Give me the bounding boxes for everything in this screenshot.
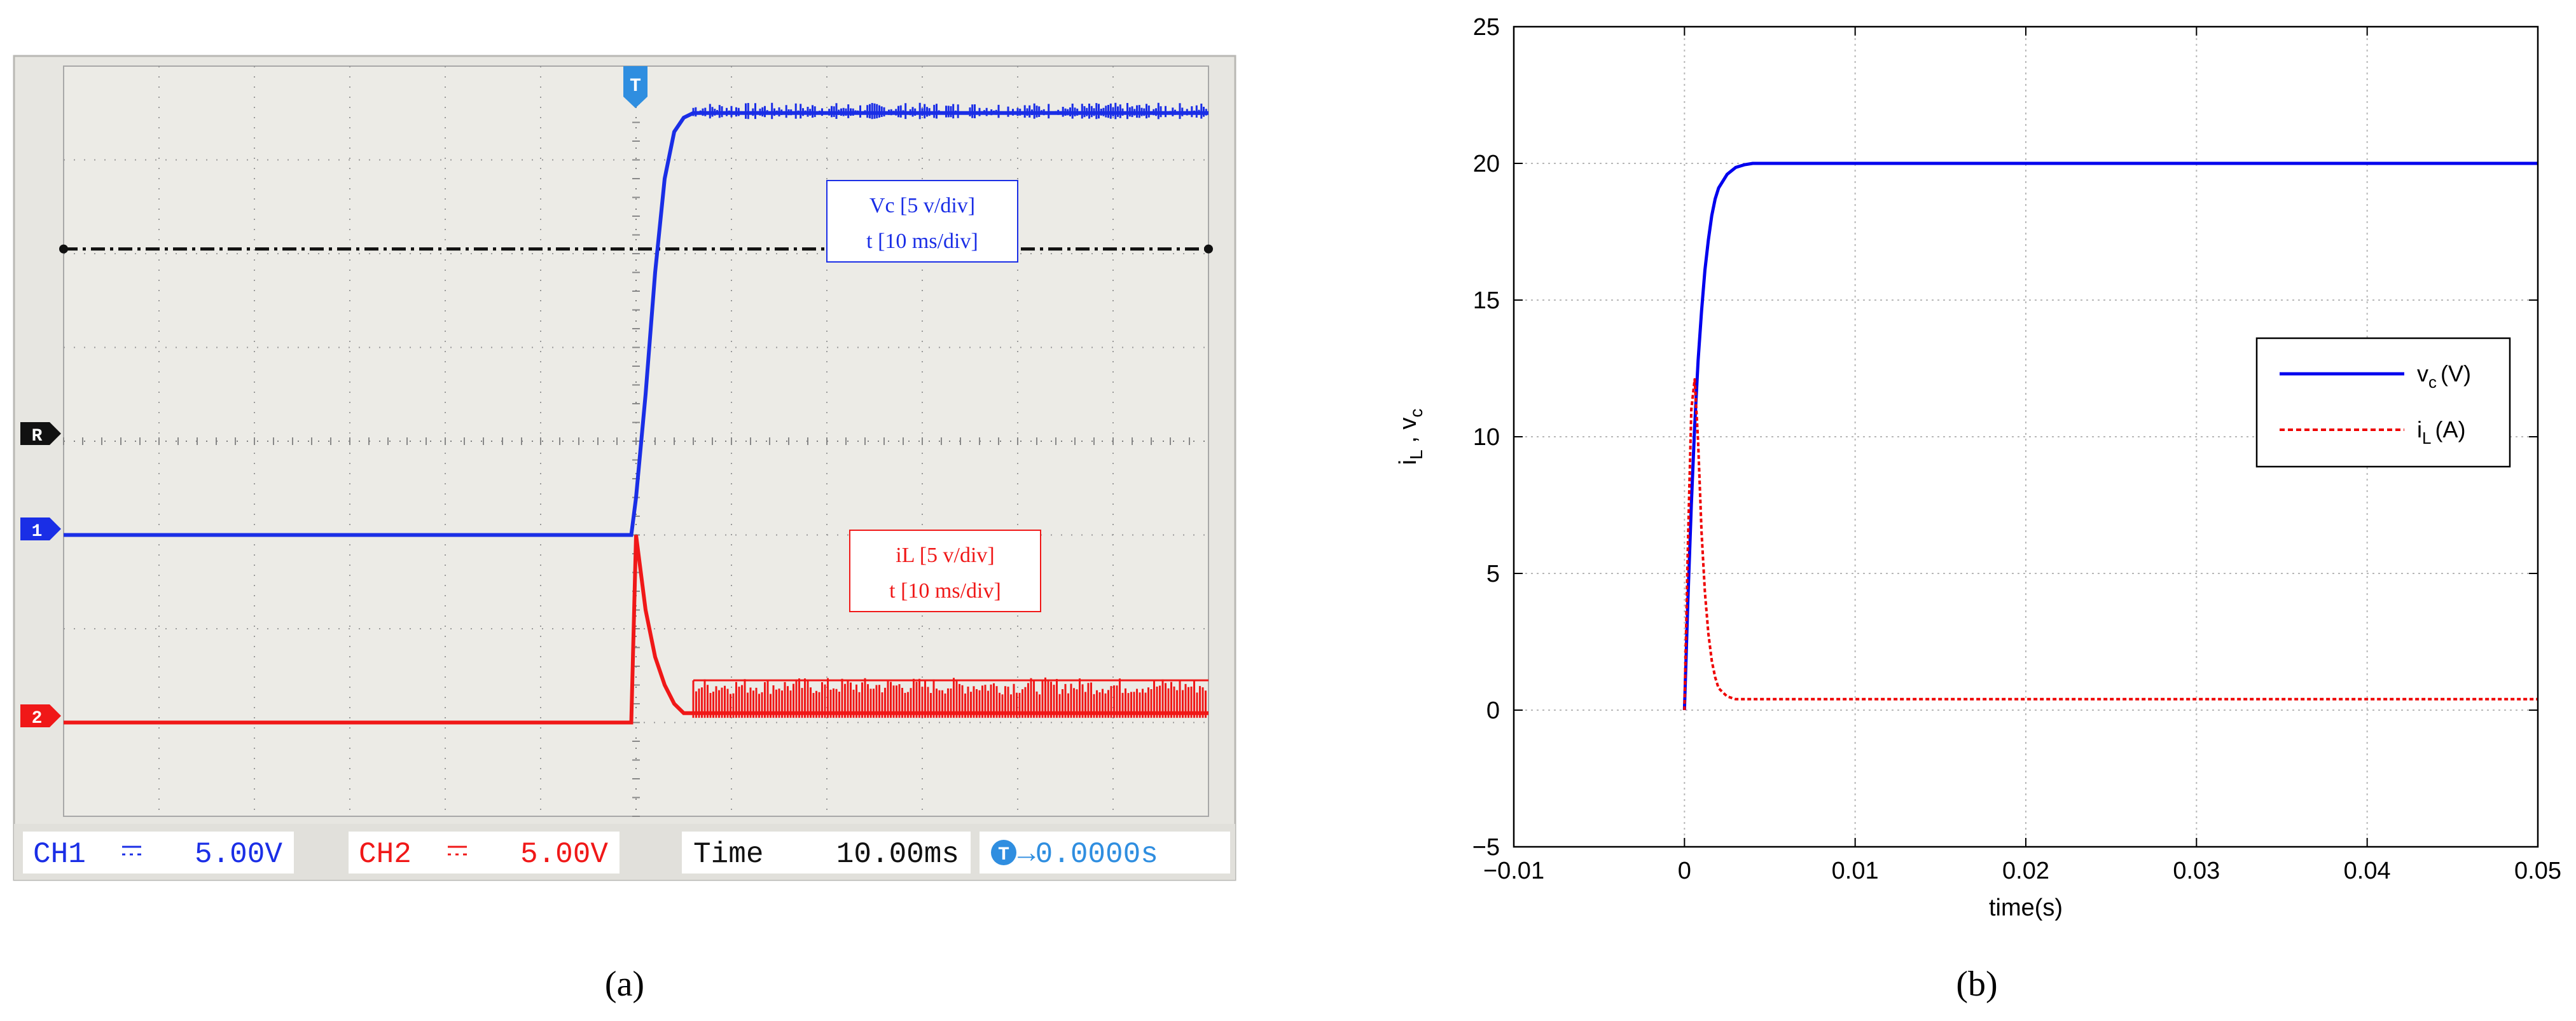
ch1-status-value: 5.00V: [195, 838, 282, 871]
ch1-marker: 1: [20, 517, 61, 542]
ch2-status: CH2 5.00V: [349, 832, 620, 874]
sim-traces: [1682, 161, 2538, 711]
trigger-icon: T: [991, 840, 1016, 866]
ref-marker: R: [20, 422, 61, 446]
scope-status-bar: CH1 5.00V CH2 5.00V Time 10.00ms: [14, 824, 1235, 880]
panel-label-a: (a): [605, 964, 644, 1004]
il-trace-spikes: [692, 677, 1207, 718]
vc-annotation: Vc [5 v/div] t [10 ms/div]: [826, 180, 1018, 263]
scope-reference-endpoint: [1204, 244, 1213, 254]
time-status-value: 10.00ms: [836, 838, 959, 871]
time-status: Time 10.00ms: [682, 832, 971, 874]
sim-x-tick-label: 0.04: [2344, 858, 2391, 884]
time-status-label: Time: [693, 838, 763, 871]
il-trace: [64, 535, 1208, 725]
legend-vc-label: vc (V): [2417, 360, 2471, 392]
sim-y-tick-label: 20: [1473, 151, 1500, 177]
ch2-marker: 2: [20, 704, 61, 729]
sim-y-tick-label: 5: [1486, 561, 1500, 587]
sim-y-axis-label: iL , vc: [1395, 409, 1426, 465]
vc-annotation-line1: Vc [5 v/div]: [869, 194, 975, 217]
dc-coupling-icon: [448, 846, 467, 856]
trigger-offset-value: →0.0000s: [1018, 838, 1158, 871]
dc-coupling-icon: [122, 846, 141, 856]
vc-trace-noise: [692, 102, 1207, 120]
sim-legend: vc (V) iL (A): [2255, 337, 2511, 468]
legend-il-label: iL (A): [2417, 416, 2465, 448]
sim-x-tick-label: 0: [1678, 858, 1691, 884]
sim-x-axis-label: time(s): [1989, 894, 2063, 921]
il-annotation: iL [5 v/div] t [10 ms/div]: [849, 530, 1041, 612]
trigger-marker: T: [623, 66, 647, 108]
vc-annotation-line2: t [10 ms/div]: [866, 230, 978, 253]
sim-y-tick-label: 15: [1473, 287, 1500, 314]
sim-x-tick-label: 0.05: [2514, 858, 2561, 884]
sim-x-tick-label: 0.02: [2002, 858, 2049, 884]
oscilloscope-panel: T R 1 2 Vc [5 v/div] t [10 ms/div] iL [5…: [13, 55, 1236, 881]
sim-axes-box: [1513, 25, 2539, 848]
sim-x-tick-label: −0.01: [1483, 858, 1544, 884]
sim-x-tick-label: 0.03: [2173, 858, 2220, 884]
il-annotation-line1: iL [5 v/div]: [896, 544, 995, 567]
sim-x-tick-label: 0.01: [1832, 858, 1879, 884]
scope-traces: [59, 102, 1213, 725]
simulation-panel: −0.01 0 0.01 0.02 0.03 0.04 0.05 −5 0 5 10 15 20 25 t…: [1395, 14, 2561, 921]
scope-reference-endpoint: [59, 244, 68, 254]
sim-y-tick-label: 10: [1473, 424, 1500, 451]
ch2-status-value: 5.00V: [520, 838, 608, 871]
trigger-marker-label: T: [630, 76, 641, 97]
ref-marker-label: R: [32, 427, 43, 446]
panel-label-b: (b): [1956, 964, 1997, 1004]
sim-y-tick-label: −5: [1472, 834, 1500, 861]
ch2-status-label: CH2: [359, 838, 412, 871]
il-annotation-line2: t [10 ms/div]: [889, 579, 1001, 603]
svg-text:iL , vc: iL , vc: [1395, 409, 1426, 465]
ch1-status: CH1 5.00V: [23, 832, 294, 874]
ch1-marker-label: 1: [32, 522, 43, 542]
trigger-offset-status: T →0.0000s: [980, 832, 1230, 874]
svg-text:T: T: [998, 844, 1009, 866]
vc-trace: [64, 111, 1208, 537]
sim-y-tick-label: 0: [1486, 697, 1500, 724]
ch1-status-label: CH1: [33, 838, 86, 871]
vc-sim-line: [1682, 161, 2538, 711]
ch2-marker-label: 2: [32, 709, 43, 729]
sim-y-tick-label: 25: [1473, 14, 1500, 41]
sim-ticks: −0.01 0 0.01 0.02 0.03 0.04 0.05 −5 0 5 10 15 20 25: [1472, 14, 2561, 884]
il-sim-line: [1683, 378, 2538, 711]
